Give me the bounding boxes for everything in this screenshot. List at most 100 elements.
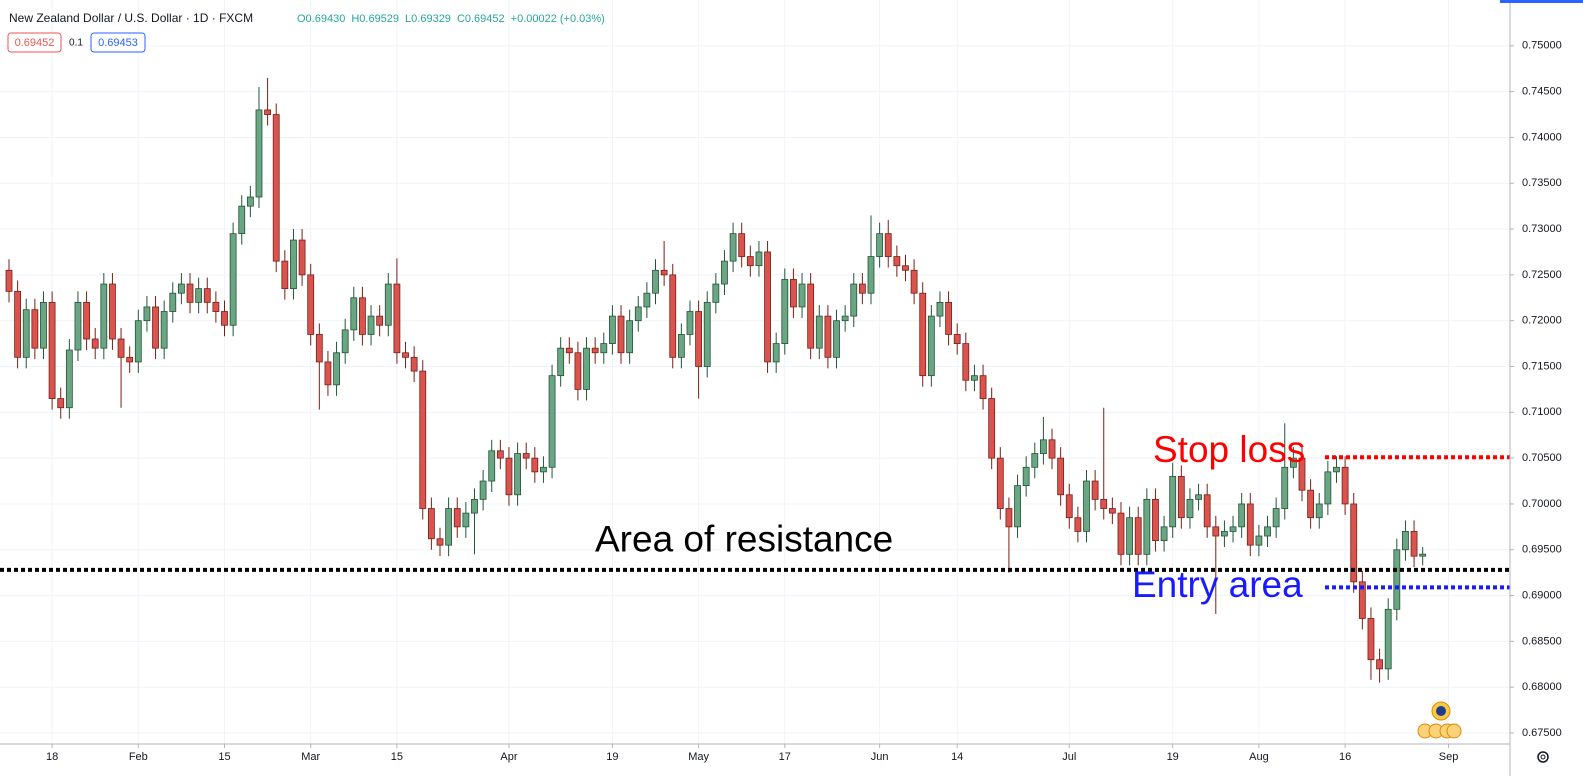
candle-body — [453, 508, 461, 528]
candle-body — [1333, 466, 1340, 473]
candle-body — [1160, 526, 1168, 541]
candle-body — [1195, 494, 1202, 500]
candle-body — [1315, 503, 1323, 519]
candle-body — [1169, 476, 1177, 528]
candle-body — [884, 233, 892, 257]
candle-body — [48, 301, 56, 399]
candle-body — [1393, 549, 1401, 610]
candle-body — [1031, 453, 1039, 468]
candle-body — [402, 352, 409, 358]
event-flags — [1417, 701, 1462, 739]
candle-body — [1065, 494, 1073, 519]
candle-body — [333, 352, 340, 386]
ohlc-value: L0.69329 — [405, 13, 451, 25]
candle-body — [979, 375, 987, 399]
candle-body — [746, 256, 754, 267]
x-tick-label: Sep — [1439, 751, 1459, 763]
candle-body — [643, 292, 651, 308]
candle-body — [1384, 608, 1392, 670]
candle-body — [721, 260, 728, 285]
candle-body — [1100, 498, 1108, 509]
x-tick-label: 19 — [1167, 751, 1179, 763]
candle-body — [1048, 439, 1056, 459]
candle-body — [1289, 457, 1297, 468]
candle-body — [307, 274, 315, 335]
candle-body — [341, 329, 349, 354]
y-tick-label: 0.68000 — [1522, 681, 1562, 693]
candle-body — [1255, 535, 1263, 546]
candle-body — [652, 269, 659, 294]
candle-body — [841, 315, 849, 322]
candle-body — [410, 356, 418, 372]
candle-body — [1341, 466, 1349, 505]
candle-body — [738, 233, 746, 257]
candle-body — [1402, 531, 1409, 551]
candle-body — [5, 269, 13, 292]
candle-body — [522, 453, 530, 459]
candle-body — [1005, 508, 1013, 528]
candle-body — [557, 347, 565, 377]
candle-body — [496, 450, 504, 459]
candle-body — [376, 315, 384, 326]
candle-body — [1117, 512, 1125, 555]
candle-body — [298, 239, 306, 276]
candle-body — [143, 306, 151, 322]
candle-body — [824, 315, 832, 358]
y-tick-label: 0.70500 — [1522, 452, 1562, 464]
annotations: Area of resistance Stop loss Entry area — [0, 429, 1510, 605]
candle-body — [540, 466, 547, 473]
candle-body — [781, 279, 789, 344]
candle-body — [919, 292, 927, 377]
candle-body — [815, 315, 823, 349]
settings-icon[interactable] — [1537, 751, 1549, 763]
x-tick-label: Mar — [301, 751, 320, 763]
candle-body — [1143, 498, 1151, 555]
candle-body — [221, 311, 228, 326]
candle-body — [927, 315, 935, 377]
candle-body — [548, 375, 556, 468]
candle-body — [876, 233, 884, 257]
candle-body — [350, 297, 358, 331]
candle-body — [971, 375, 978, 381]
candle-body — [1246, 503, 1254, 546]
x-tick-label: 15 — [218, 751, 230, 763]
candle-body — [996, 457, 1004, 509]
candle-body — [203, 288, 211, 303]
candle-body — [1203, 494, 1211, 528]
candle-body — [505, 457, 513, 496]
candle-body — [910, 269, 918, 294]
candle-body — [65, 349, 73, 409]
candle-body — [57, 398, 65, 409]
x-tick-label: 14 — [951, 751, 963, 763]
x-tick-label: Jul — [1062, 751, 1076, 763]
candle-body — [988, 398, 996, 459]
candle-body — [22, 309, 30, 358]
candle-body — [74, 301, 82, 351]
candle-body — [83, 301, 90, 340]
candle-body — [1298, 457, 1306, 491]
candle-body — [1014, 485, 1021, 528]
chart-title: New Zealand Dollar / U.S. Dollar · 1D · … — [9, 11, 253, 25]
x-tick-label: 17 — [779, 751, 791, 763]
candle-body — [1419, 553, 1427, 557]
candle-body — [160, 311, 168, 349]
y-tick-label: 0.69500 — [1522, 544, 1562, 556]
bid-price: 0.69452 — [15, 37, 55, 49]
x-tick-label: 19 — [606, 751, 618, 763]
candle-body — [436, 538, 444, 546]
candle-body — [100, 283, 108, 349]
ohlc-value: H0.69529 — [351, 13, 399, 25]
candle-body — [1264, 526, 1271, 537]
candle-body — [609, 315, 616, 344]
candle-body — [281, 260, 289, 290]
candle-body — [1307, 489, 1315, 519]
ask-box — [90, 32, 146, 53]
candle-body — [272, 114, 280, 262]
y-tick-label: 0.71000 — [1522, 406, 1562, 418]
candle-body — [1358, 581, 1366, 619]
candle-body — [1376, 659, 1383, 670]
candle-body — [14, 290, 22, 358]
candle-body — [367, 315, 375, 335]
candle-body — [126, 356, 134, 363]
x-tick-label: 18 — [46, 751, 58, 763]
